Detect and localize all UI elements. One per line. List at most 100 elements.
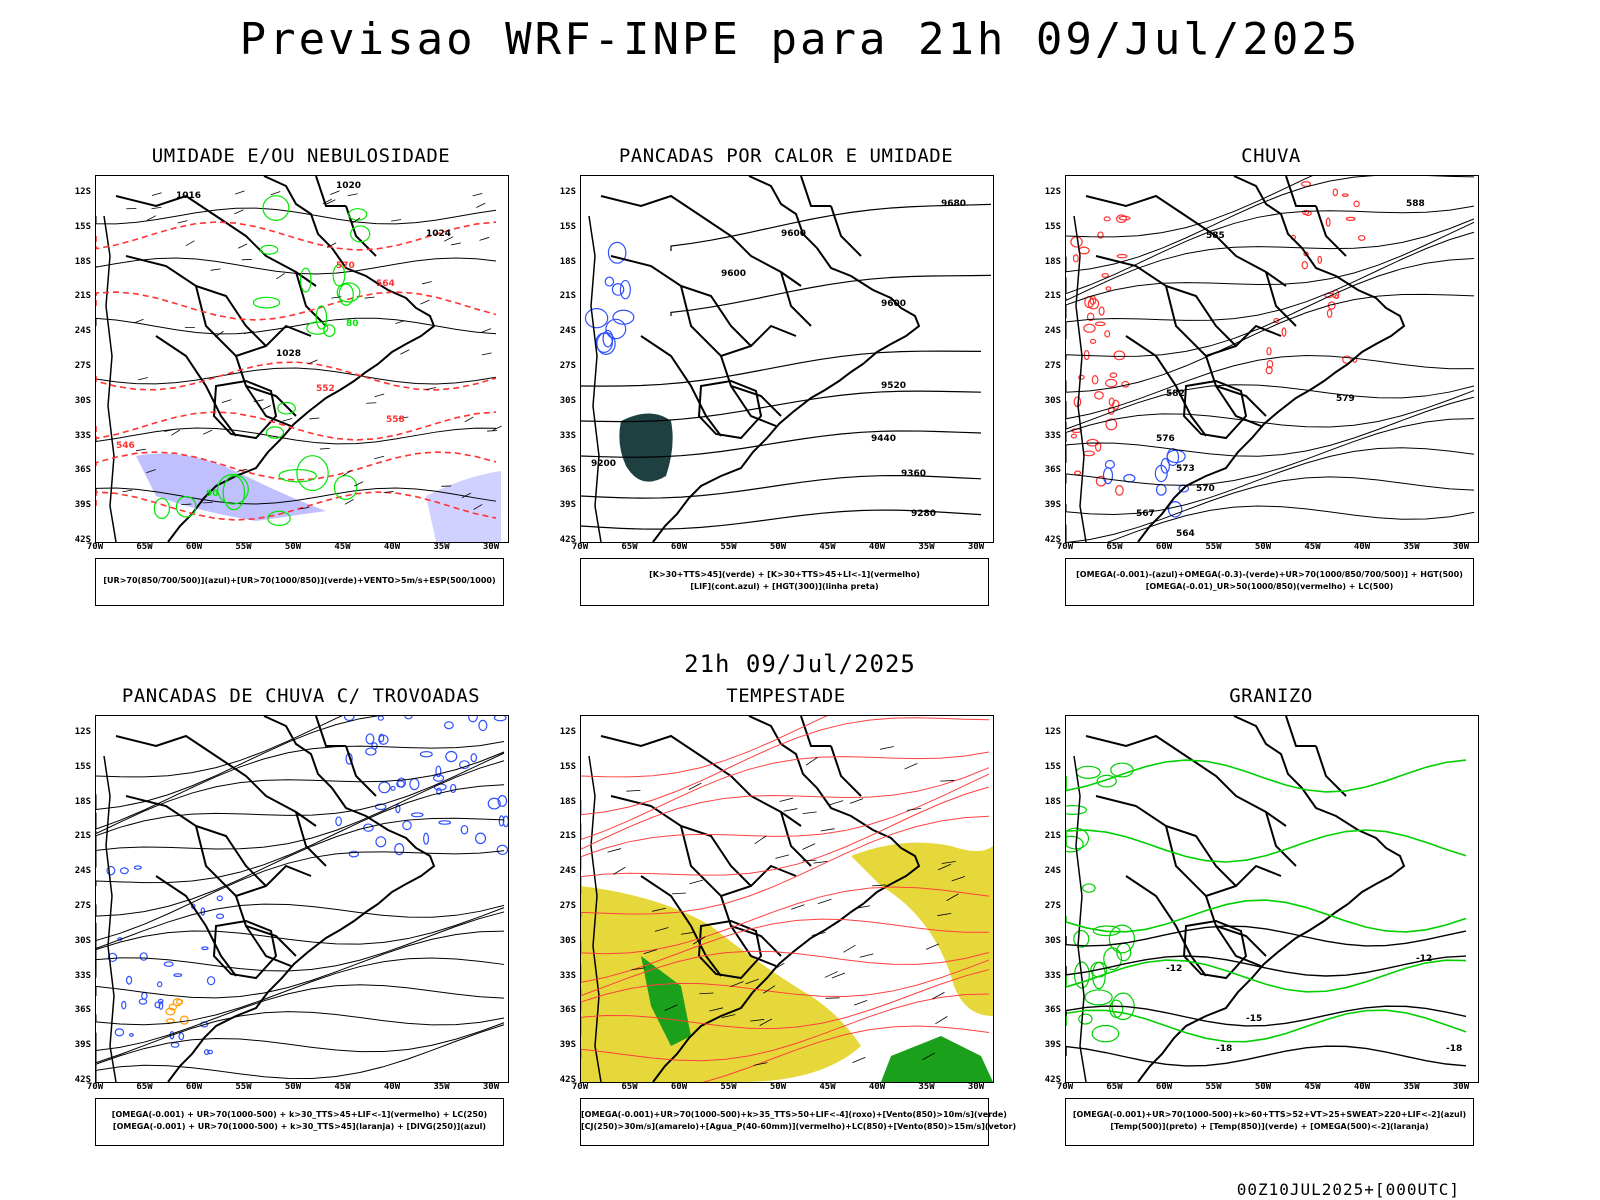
lon-tick-label: 45W — [819, 1082, 836, 1092]
lat-tick-label: 42S — [1044, 1075, 1061, 1085]
legend-line: [OMEGA(-0.01)_UR>50(1000/850)(vermelho) … — [1145, 582, 1394, 591]
lat-tick-label: 39S — [1044, 1040, 1061, 1051]
legend-line: [UR>70(850/700/500)](azul)+[UR>70(1000/8… — [103, 576, 496, 585]
map-area: 9680 9600 9600 9600 9520 9440 9360 9280 9200 — [580, 175, 994, 543]
lon-tick-label: 40W — [868, 542, 886, 552]
lon-tick-label: 45W — [1304, 1082, 1321, 1092]
lat-tick-label: 42S — [74, 535, 91, 545]
lon-tick-label: 55W — [720, 542, 737, 552]
lat-tick-label: 42S — [1044, 535, 1061, 545]
lat-tick-label: 27S — [74, 361, 91, 371]
svg-text:558: 558 — [386, 415, 405, 425]
lon-tick-label: 35W — [433, 1082, 450, 1092]
svg-text:588: 588 — [1406, 199, 1425, 209]
lat-tick-label: 36S — [559, 465, 576, 476]
svg-text:576: 576 — [1156, 434, 1175, 444]
lon-tick-label: 35W — [918, 1082, 935, 1092]
lon-tick-label: 50W — [1254, 542, 1272, 552]
panel-title: TEMPESTADE — [726, 685, 846, 707]
svg-text:9440: 9440 — [871, 434, 896, 444]
svg-text:585: 585 — [1206, 231, 1225, 241]
lon-tick-label: 50W — [1254, 1082, 1272, 1092]
svg-text:579: 579 — [1336, 394, 1355, 404]
lon-tick-label: 60W — [670, 1082, 688, 1092]
lat-tick-label: 30S — [74, 395, 91, 406]
svg-text:9680: 9680 — [941, 199, 966, 209]
legend-box: [UR>70(850/700/500)](azul)+[UR>70(1000/8… — [95, 558, 504, 606]
map-canvas: 9680 9600 9600 9600 9520 9440 9360 9280 9200 — [581, 176, 992, 542]
legend-line: [K>30+TTS>45](verde) + [K>30+TTS>45+LI<-… — [649, 570, 920, 579]
lat-tick-label: 42S — [559, 535, 576, 545]
lon-tick-label: 70W — [571, 542, 589, 552]
svg-text:573: 573 — [1176, 464, 1195, 474]
svg-text:9600: 9600 — [781, 229, 806, 239]
lon-tick-label: 70W — [571, 1082, 589, 1092]
panel-title: CHUVA — [1241, 145, 1301, 167]
lon-tick-label: 30W — [1452, 542, 1470, 552]
svg-text:-18: -18 — [1446, 1044, 1462, 1054]
svg-text:1020: 1020 — [336, 181, 361, 191]
lon-tick-label: 60W — [185, 1082, 203, 1092]
legend-box: [OMEGA(-0.001)-(azul)+OMEGA(-0.3)-(verde… — [1065, 558, 1474, 606]
lat-tick-label: 30S — [74, 935, 91, 946]
svg-text:9360: 9360 — [901, 469, 926, 479]
svg-text:564: 564 — [376, 279, 395, 289]
lat-tick-label: 27S — [559, 361, 576, 371]
svg-text:570: 570 — [336, 261, 355, 271]
lat-tick-label: 30S — [559, 935, 576, 946]
lat-tick-label: 30S — [1044, 395, 1061, 406]
lon-tick-label: 50W — [284, 542, 302, 552]
svg-text:546: 546 — [116, 441, 135, 451]
lat-tick-label: 24S — [74, 326, 91, 337]
svg-text:80: 80 — [346, 319, 359, 329]
lat-tick-label: 42S — [559, 1075, 576, 1085]
lon-tick-label: 35W — [433, 542, 450, 552]
svg-text:9600: 9600 — [881, 299, 906, 309]
svg-text:9520: 9520 — [881, 381, 906, 391]
lat-tick-label: 21S — [1044, 831, 1061, 842]
lat-tick-label: 15S — [74, 221, 91, 232]
svg-text:1016: 1016 — [176, 191, 201, 201]
lat-tick-label: 15S — [559, 761, 576, 772]
legend-line: [Temp(500)](preto) + [Temp(850)](verde) … — [1110, 1122, 1429, 1131]
lon-tick-label: 45W — [334, 542, 351, 552]
svg-text:570: 570 — [1196, 484, 1215, 494]
middle-date-title: 21h 09/Jul/2025 — [684, 650, 916, 678]
legend-line: [OMEGA(-0.001)+UR>70(1000-500)+k>60+TTS>… — [1072, 1110, 1467, 1119]
svg-text:90: 90 — [206, 489, 219, 499]
lon-tick-label: 35W — [1403, 1082, 1420, 1092]
panel-title: PANCADAS DE CHUVA C/ TROVOADAS — [121, 685, 481, 707]
svg-text:552: 552 — [316, 384, 335, 394]
lon-tick-label: 40W — [868, 1082, 886, 1092]
main-title: Previsao WRF-INPE para 21h 09/Jul/2025 — [239, 14, 1361, 65]
lon-tick-label: 55W — [235, 1082, 252, 1092]
lat-tick-label: 15S — [1044, 221, 1061, 232]
lon-tick-label: 40W — [383, 542, 401, 552]
lat-tick-label: 39S — [1044, 500, 1061, 511]
map-canvas — [96, 716, 508, 1082]
lat-tick-label: 36S — [74, 465, 91, 476]
lat-tick-label: 36S — [74, 1005, 91, 1016]
lat-tick-label: 42S — [74, 1075, 91, 1085]
lat-tick-label: 18S — [1044, 796, 1061, 807]
lon-tick-label: 50W — [284, 1082, 302, 1092]
lon-tick-label: 35W — [918, 542, 935, 552]
svg-text:564: 564 — [1176, 529, 1195, 539]
lat-tick-label: 33S — [1044, 970, 1061, 981]
lon-tick-label: 50W — [769, 1082, 787, 1092]
panel-title: UMIDADE E/OU NEBULOSIDADE — [151, 145, 451, 167]
lat-tick-label: 15S — [559, 221, 576, 232]
lat-tick-label: 36S — [1044, 465, 1061, 476]
lat-tick-label: 24S — [559, 866, 576, 877]
lat-tick-label: 27S — [1044, 901, 1061, 911]
lon-tick-label: 65W — [1106, 1082, 1123, 1092]
lat-tick-label: 24S — [1044, 326, 1061, 337]
map-area — [95, 715, 509, 1083]
lon-tick-label: 55W — [235, 542, 252, 552]
lon-tick-label: 45W — [819, 542, 836, 552]
svg-text:-12: -12 — [1166, 964, 1182, 974]
lon-tick-label: 30W — [482, 1082, 500, 1092]
run-stamp: 00Z10JUL2025+[000UTC] — [1236, 1180, 1460, 1199]
lon-tick-label: 60W — [1155, 542, 1173, 552]
